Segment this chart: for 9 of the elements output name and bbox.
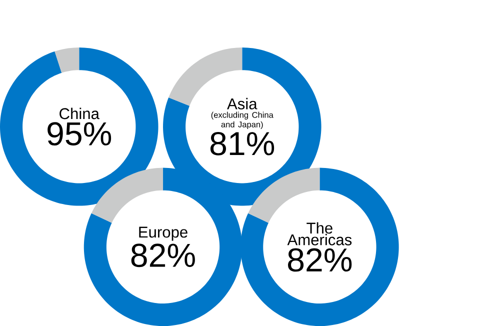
text: Europe [139, 226, 188, 241]
data-label: 82% [131, 244, 195, 268]
text: The Americas [287, 222, 352, 246]
data-label: 95% [48, 122, 112, 146]
data-label: 82% [288, 248, 352, 272]
text: Asia [227, 98, 258, 110]
data-label: 81% [210, 132, 274, 156]
text: (excluding China and Japan) [211, 112, 274, 129]
text: China [60, 108, 100, 120]
